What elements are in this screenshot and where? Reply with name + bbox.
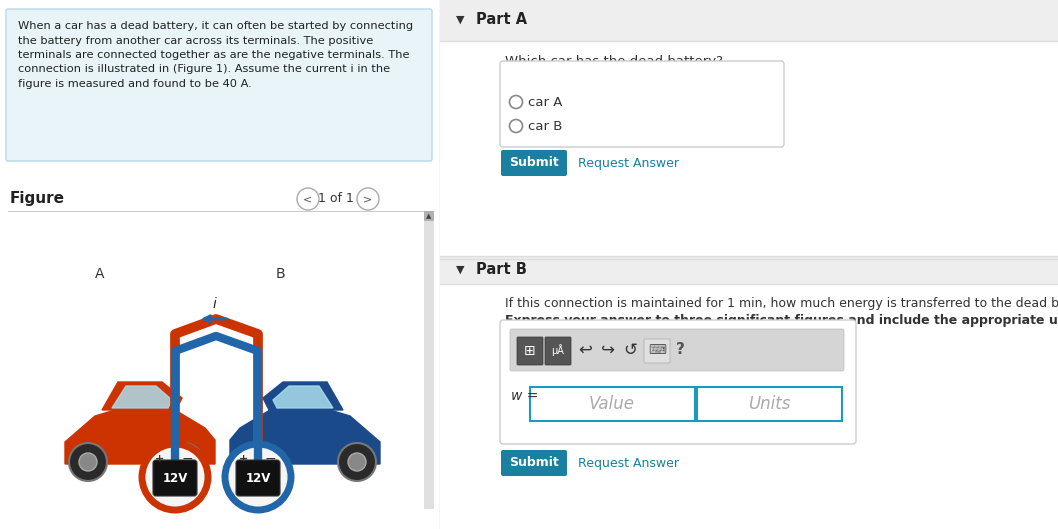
Text: ⌨: ⌨ — [647, 344, 665, 358]
FancyBboxPatch shape — [8, 214, 420, 509]
FancyBboxPatch shape — [501, 150, 567, 176]
Circle shape — [69, 443, 107, 481]
Text: 1 of 1: 1 of 1 — [318, 193, 354, 205]
Circle shape — [510, 120, 523, 132]
Text: Part B: Part B — [476, 262, 527, 278]
Polygon shape — [263, 382, 343, 410]
Text: 12V: 12V — [245, 471, 271, 485]
FancyBboxPatch shape — [440, 0, 1058, 529]
Text: ▼: ▼ — [456, 15, 464, 25]
Text: Express your answer to three significant figures and include the appropriate uni: Express your answer to three significant… — [505, 314, 1058, 327]
Text: car A: car A — [528, 96, 563, 108]
FancyBboxPatch shape — [500, 61, 784, 147]
Circle shape — [297, 188, 320, 210]
FancyBboxPatch shape — [440, 42, 1058, 259]
Circle shape — [348, 453, 366, 471]
Circle shape — [510, 96, 523, 108]
Text: >: > — [363, 194, 372, 204]
FancyBboxPatch shape — [500, 320, 856, 444]
Circle shape — [338, 443, 376, 481]
Text: Submit: Submit — [509, 457, 559, 470]
Text: ?: ? — [676, 342, 685, 358]
Text: $i$: $i$ — [212, 296, 218, 311]
FancyBboxPatch shape — [6, 9, 432, 161]
FancyBboxPatch shape — [440, 256, 1058, 284]
Text: ↩: ↩ — [578, 341, 591, 359]
FancyBboxPatch shape — [440, 285, 1058, 529]
FancyBboxPatch shape — [697, 387, 842, 421]
Text: 12V: 12V — [162, 471, 187, 485]
Polygon shape — [230, 410, 380, 464]
Text: Figure: Figure — [10, 191, 65, 206]
Polygon shape — [65, 410, 215, 464]
Text: Submit: Submit — [509, 157, 559, 169]
FancyBboxPatch shape — [424, 214, 434, 509]
Text: −: − — [264, 452, 276, 466]
Polygon shape — [102, 382, 182, 410]
Circle shape — [175, 453, 193, 471]
Circle shape — [225, 444, 291, 510]
FancyBboxPatch shape — [501, 450, 567, 476]
Text: Request Answer: Request Answer — [578, 457, 679, 470]
Circle shape — [165, 443, 203, 481]
Circle shape — [142, 444, 208, 510]
Text: Request Answer: Request Answer — [578, 157, 679, 169]
Text: +: + — [156, 454, 165, 464]
Text: +: + — [238, 454, 248, 464]
FancyBboxPatch shape — [0, 0, 440, 529]
Circle shape — [357, 188, 379, 210]
FancyBboxPatch shape — [545, 337, 571, 365]
Text: −: − — [181, 452, 193, 466]
Text: ↪: ↪ — [601, 341, 615, 359]
FancyBboxPatch shape — [530, 387, 695, 421]
Text: Units: Units — [748, 395, 790, 413]
Text: the battery from another car across its terminals. The positive: the battery from another car across its … — [18, 35, 373, 45]
FancyBboxPatch shape — [440, 0, 1058, 41]
FancyBboxPatch shape — [236, 460, 280, 496]
Text: ⊞: ⊞ — [524, 344, 535, 358]
FancyBboxPatch shape — [510, 329, 844, 371]
Circle shape — [79, 453, 97, 471]
Text: When a car has a dead battery, it can often be started by connecting: When a car has a dead battery, it can of… — [18, 21, 413, 31]
Text: Value: Value — [589, 395, 635, 413]
Text: ▼: ▼ — [456, 265, 464, 275]
Text: μÅ: μÅ — [551, 344, 564, 356]
Circle shape — [252, 453, 270, 471]
Text: If this connection is maintained for 1 min, how much energy is transferred to th: If this connection is maintained for 1 m… — [505, 297, 1058, 310]
Text: A: A — [95, 267, 105, 281]
Polygon shape — [112, 386, 172, 408]
Text: ▲: ▲ — [426, 213, 432, 219]
FancyBboxPatch shape — [517, 337, 543, 365]
Text: connection is illustrated in (Figure 1). Assume the current i in the: connection is illustrated in (Figure 1).… — [18, 65, 390, 75]
Text: figure is measured and found to be 40 A.: figure is measured and found to be 40 A. — [18, 79, 252, 89]
Text: <: < — [304, 194, 312, 204]
Text: terminals are connected together as are the negative terminals. The: terminals are connected together as are … — [18, 50, 409, 60]
Text: B: B — [275, 267, 285, 281]
Polygon shape — [273, 386, 333, 408]
Text: Which car has the dead battery?: Which car has the dead battery? — [505, 55, 723, 68]
FancyBboxPatch shape — [644, 339, 670, 363]
Circle shape — [242, 443, 280, 481]
Text: Part A: Part A — [476, 13, 527, 28]
FancyBboxPatch shape — [153, 460, 197, 496]
FancyBboxPatch shape — [424, 211, 434, 221]
Text: w =: w = — [511, 389, 539, 403]
Text: car B: car B — [528, 120, 563, 132]
Text: ↺: ↺ — [623, 341, 637, 359]
